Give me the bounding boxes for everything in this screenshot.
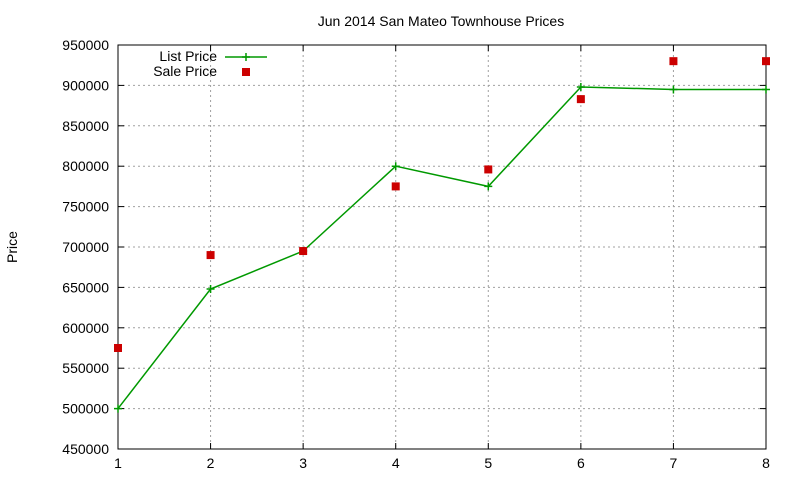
- sale-price-point: [206, 251, 215, 260]
- x-tick-label: 1: [114, 455, 122, 471]
- axis-ticks: [117, 44, 767, 450]
- sale-price-point: [484, 165, 493, 174]
- y-tick-label: 750000: [62, 199, 109, 215]
- y-tick-label: 600000: [62, 320, 109, 336]
- sale-price-point: [576, 95, 585, 104]
- y-tick-label: 950000: [62, 37, 109, 53]
- axis-tick-labels: 450000 500000 550000 600000 650000 700000 7500…: [62, 37, 770, 471]
- y-tick-label: 550000: [62, 360, 109, 376]
- list-price-point: [114, 404, 122, 413]
- y-tick-label: 800000: [62, 158, 109, 174]
- grid: [118, 45, 766, 449]
- legend-key-list-price: [225, 53, 267, 61]
- legend-key-sale-price: [242, 68, 250, 76]
- legend-marker-sale-price: [242, 68, 250, 76]
- chart-title: Jun 2014 San Mateo Townhouse Prices: [318, 13, 564, 29]
- x-tick-label: 5: [484, 455, 492, 471]
- x-tick-label: 6: [577, 455, 585, 471]
- y-tick-label: 700000: [62, 239, 109, 255]
- list-price-point: [576, 83, 585, 92]
- series: [114, 57, 770, 413]
- legend-label-sale-price: Sale Price: [153, 63, 217, 79]
- y-tick-label: 500000: [62, 401, 109, 417]
- list-price-point: [206, 285, 215, 294]
- legend-marker-list-price: [242, 53, 250, 61]
- y-axis-label: Price: [4, 231, 20, 263]
- sale-price-point: [762, 57, 770, 66]
- series-sale-price: [114, 57, 770, 352]
- sale-price-point: [669, 57, 678, 66]
- sale-price-point: [391, 182, 400, 191]
- x-tick-label: 8: [762, 455, 770, 471]
- x-tick-label: 3: [299, 455, 307, 471]
- sale-price-point: [299, 247, 308, 256]
- series-list-price: [114, 83, 770, 413]
- list-price-point: [391, 162, 400, 171]
- sale-price-point: [114, 344, 122, 352]
- y-tick-label: 450000: [62, 441, 109, 457]
- legend: List Price Sale Price: [153, 48, 267, 79]
- list-price-point: [762, 85, 770, 94]
- y-tick-label: 850000: [62, 118, 109, 134]
- x-tick-label: 4: [392, 455, 400, 471]
- y-tick-label: 650000: [62, 279, 109, 295]
- list-price-point: [484, 182, 493, 191]
- list-price-line: [117, 86, 766, 410]
- x-tick-label: 7: [670, 455, 678, 471]
- y-tick-label: 900000: [62, 77, 109, 93]
- x-tick-label: 2: [207, 455, 215, 471]
- list-price-point: [669, 85, 678, 94]
- legend-label-list-price: List Price: [159, 48, 217, 64]
